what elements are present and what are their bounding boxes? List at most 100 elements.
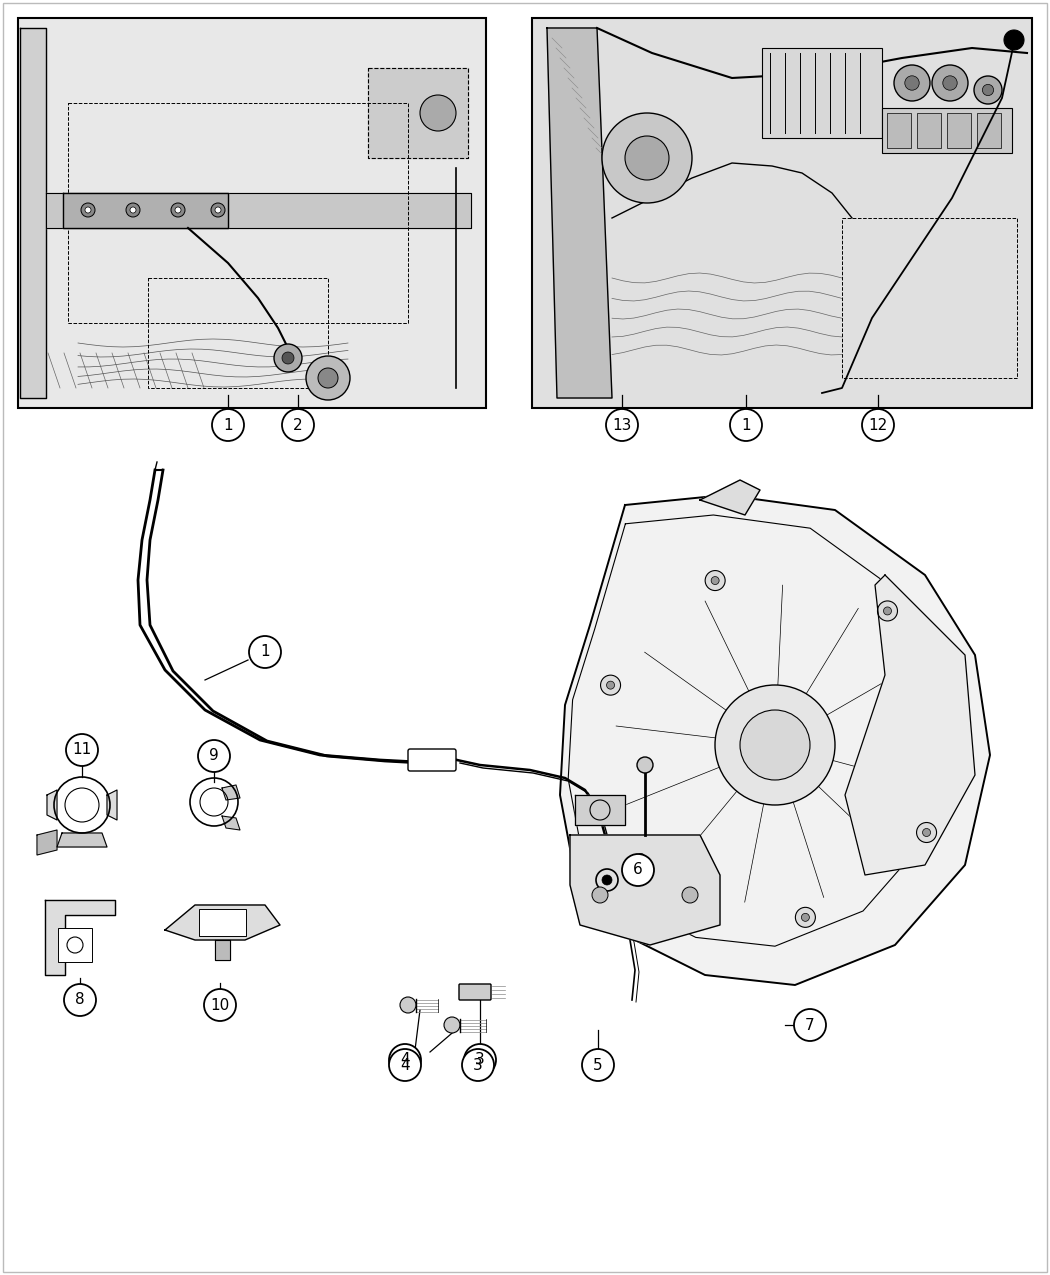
Polygon shape [63,193,228,228]
Circle shape [625,136,669,180]
Polygon shape [368,68,468,158]
Circle shape [601,676,621,695]
Circle shape [420,96,456,131]
Circle shape [130,207,136,213]
Circle shape [631,848,651,867]
FancyBboxPatch shape [917,113,941,148]
Circle shape [1004,31,1024,50]
Text: 9: 9 [209,748,218,764]
Text: 4: 4 [400,1057,410,1072]
Polygon shape [57,833,107,847]
Polygon shape [547,28,612,398]
Text: 1: 1 [260,644,270,659]
Circle shape [923,829,930,836]
Polygon shape [20,28,46,398]
Polygon shape [570,835,720,945]
Circle shape [582,1049,614,1081]
Text: 2: 2 [293,417,302,432]
Circle shape [66,734,98,766]
FancyBboxPatch shape [976,113,1001,148]
Text: 6: 6 [633,862,643,877]
Circle shape [706,570,726,590]
Circle shape [974,76,1002,105]
Circle shape [215,207,220,213]
Circle shape [711,576,719,584]
Polygon shape [700,479,760,515]
FancyBboxPatch shape [459,984,491,1000]
Polygon shape [560,495,990,986]
FancyBboxPatch shape [532,18,1032,408]
Polygon shape [107,790,117,820]
Text: 7: 7 [805,1017,815,1033]
Text: 8: 8 [76,992,85,1007]
Text: 13: 13 [612,417,632,432]
Circle shape [905,75,919,91]
Circle shape [462,1049,493,1081]
Text: 1: 1 [224,417,233,432]
FancyBboxPatch shape [947,113,971,148]
Polygon shape [37,830,57,856]
Circle shape [282,409,314,441]
Text: 12: 12 [868,417,887,432]
FancyBboxPatch shape [18,18,486,408]
Polygon shape [45,900,116,975]
Circle shape [400,997,416,1014]
Circle shape [282,352,294,363]
Circle shape [306,356,350,400]
Circle shape [198,740,230,771]
Text: 1: 1 [741,417,751,432]
FancyBboxPatch shape [408,748,456,771]
Circle shape [81,203,94,217]
Polygon shape [47,790,57,820]
Text: 4: 4 [400,1052,410,1067]
Circle shape [715,685,835,805]
Circle shape [796,908,816,927]
Circle shape [592,887,608,903]
Circle shape [794,1009,826,1040]
Circle shape [883,607,891,615]
FancyBboxPatch shape [882,108,1012,153]
Circle shape [637,853,645,862]
Circle shape [932,65,968,101]
Text: 11: 11 [72,742,91,757]
Circle shape [318,368,338,388]
Circle shape [740,710,810,780]
Text: 10: 10 [210,997,230,1012]
Polygon shape [222,785,240,799]
Circle shape [943,75,958,91]
FancyBboxPatch shape [200,909,246,936]
FancyBboxPatch shape [58,928,92,963]
Circle shape [602,875,612,885]
Circle shape [212,409,244,441]
Circle shape [204,989,236,1021]
Circle shape [607,681,614,690]
Text: 3: 3 [475,1052,485,1067]
FancyBboxPatch shape [762,48,882,138]
Circle shape [249,636,281,668]
Text: 3: 3 [474,1057,483,1072]
Circle shape [126,203,140,217]
Polygon shape [845,575,975,875]
Circle shape [917,822,937,843]
Polygon shape [46,193,471,228]
Circle shape [85,207,91,213]
Circle shape [730,409,762,441]
Polygon shape [165,905,280,940]
Circle shape [801,913,810,922]
Circle shape [211,203,225,217]
Circle shape [64,984,96,1016]
Circle shape [444,1017,460,1033]
Circle shape [983,84,993,96]
Circle shape [175,207,181,213]
Polygon shape [215,940,230,960]
Circle shape [274,344,302,372]
FancyBboxPatch shape [887,113,911,148]
Circle shape [878,601,898,621]
Circle shape [894,65,930,101]
Polygon shape [575,796,625,825]
Circle shape [388,1049,421,1081]
Circle shape [171,203,185,217]
Polygon shape [222,816,240,830]
Circle shape [622,854,654,886]
Circle shape [602,113,692,203]
